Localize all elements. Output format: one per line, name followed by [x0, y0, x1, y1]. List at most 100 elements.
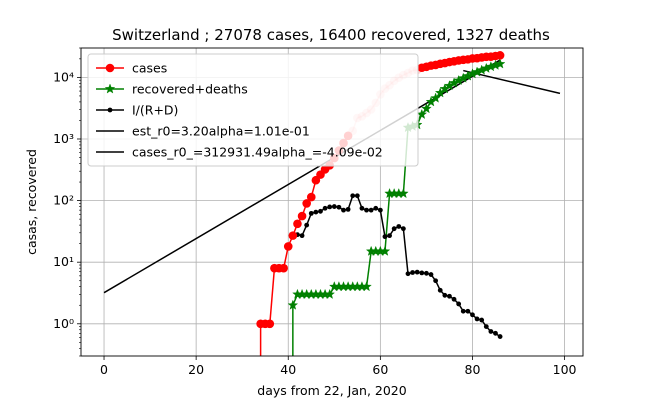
data-point-i-r-d-	[327, 204, 333, 210]
legend-label: est_r0=3.20alpha=1.01e-01	[132, 124, 310, 139]
data-point-i-r-d-	[479, 317, 485, 323]
data-point-i-r-d-	[299, 233, 305, 239]
data-point-i-r-d-	[364, 207, 369, 213]
data-point-i-r-d-	[424, 270, 429, 276]
x-tick-label: 100	[553, 362, 577, 377]
data-point-i-r-d-	[373, 205, 379, 211]
data-point-cases	[297, 211, 307, 221]
data-point-i-r-d-	[428, 272, 434, 277]
data-point-cases	[302, 199, 311, 208]
data-point-i-r-d-	[483, 324, 489, 330]
legend: cases recovered+deaths I/(R+D) est_r0=3.20a…	[87, 53, 419, 167]
data-point-cases	[306, 192, 316, 202]
y-tick-label: 10¹	[53, 254, 74, 269]
data-point-cases	[293, 219, 302, 229]
legend-box	[87, 53, 419, 167]
y-tick-label: 10⁴	[53, 69, 74, 84]
data-point-i-r-d-	[377, 207, 383, 213]
data-point-recovered-deaths	[494, 58, 506, 69]
data-point-i-r-d-	[331, 204, 337, 209]
data-point-i-r-d-	[313, 209, 319, 215]
data-point-i-r-d-	[345, 206, 351, 212]
data-point-i-r-d-	[354, 193, 360, 199]
data-point-i-r-d-	[451, 296, 457, 302]
data-point-i-r-d-	[304, 222, 310, 228]
legend-marker	[105, 63, 115, 73]
y-tick-label: 10²	[53, 193, 74, 208]
x-tick-label: 20	[188, 362, 204, 377]
data-point-i-r-d-	[368, 207, 374, 213]
legend-marker	[107, 107, 113, 113]
data-point-recovered-deaths	[398, 187, 409, 199]
legend-entry: est_r0=3.20alpha=1.01e-01	[96, 124, 310, 139]
data-point-i-r-d-	[308, 210, 314, 216]
legend-label: recovered+deaths	[132, 82, 248, 97]
data-point-i-r-d-	[433, 278, 439, 284]
data-point-i-r-d-	[400, 226, 406, 232]
data-point-i-r-d-	[474, 316, 480, 322]
data-point-cases	[279, 263, 288, 273]
data-point-recovered-deaths	[430, 92, 441, 103]
data-point-i-r-d-	[341, 207, 346, 213]
legend-marker	[104, 83, 116, 94]
legend-entry: recovered+deaths	[96, 82, 248, 97]
y-axis-label: casas, recovered	[24, 149, 39, 255]
legend-entry: cases	[96, 61, 167, 76]
data-point-i-r-d-	[493, 330, 498, 336]
x-tick-label: 0	[100, 362, 108, 377]
data-point-i-r-d-	[456, 301, 462, 307]
data-point-i-r-d-	[437, 287, 443, 293]
series-segment	[269, 268, 276, 324]
series-segment	[384, 193, 391, 252]
data-point-cases	[265, 319, 275, 329]
series-segment	[379, 210, 386, 237]
legend-label: cases_r0_=312931.49alpha_=-4.09e-02	[132, 145, 383, 160]
legend-label: I/(R+D)	[132, 103, 178, 118]
data-point-i-r-d-	[470, 312, 475, 318]
series-segment	[365, 251, 372, 287]
series-segment	[347, 195, 354, 210]
data-point-recovered-deaths	[379, 245, 391, 256]
legend-entry: I/(R+D)	[96, 103, 178, 118]
data-point-i-r-d-	[405, 271, 411, 277]
series-i-r-d-	[290, 193, 503, 339]
x-tick-label: 40	[280, 362, 296, 377]
data-point-i-r-d-	[382, 234, 388, 240]
data-point-i-r-d-	[460, 308, 466, 314]
data-point-i-r-d-	[359, 205, 365, 211]
data-point-recovered-deaths	[361, 281, 372, 292]
data-point-i-r-d-	[414, 269, 420, 275]
x-tick-label: 60	[372, 362, 388, 377]
data-point-i-r-d-	[447, 293, 452, 299]
data-point-i-r-d-	[322, 205, 328, 211]
data-point-i-r-d-	[387, 233, 392, 239]
data-point-cases	[283, 242, 293, 251]
data-point-i-r-d-	[350, 193, 356, 199]
data-point-i-r-d-	[318, 208, 323, 214]
data-point-recovered-deaths	[421, 103, 432, 114]
data-point-recovered-deaths	[324, 288, 335, 299]
y-tick-label: 10⁰	[53, 316, 74, 331]
data-point-i-r-d-	[336, 204, 342, 210]
series-recovered-deaths	[287, 58, 506, 356]
data-point-i-r-d-	[488, 329, 494, 334]
data-point-i-r-d-	[391, 226, 397, 232]
data-point-i-r-d-	[396, 224, 402, 229]
data-point-i-r-d-	[465, 308, 471, 314]
x-tick-label: 80	[465, 362, 481, 377]
data-point-cases	[495, 51, 505, 60]
y-tick-label: 10³	[53, 131, 74, 146]
legend-entry: cases_r0_=312931.49alpha_=-4.09e-02	[96, 145, 383, 160]
series-segment	[402, 228, 409, 274]
data-point-i-r-d-	[410, 270, 415, 275]
data-point-cases	[288, 231, 298, 240]
data-point-i-r-d-	[419, 270, 425, 276]
x-axis-label: days from 22, Jan, 2020	[257, 383, 406, 398]
data-point-i-r-d-	[497, 334, 503, 339]
legend-label: cases	[132, 61, 167, 76]
data-point-i-r-d-	[442, 292, 448, 298]
chart-title: Switzerland ; 27078 cases, 16400 recover…	[112, 26, 550, 44]
axes-frame	[80, 47, 584, 357]
axis-ticks: 0 20 40 60 80 100 10⁰ 10¹ 10² 10³ 10⁴	[53, 47, 577, 377]
